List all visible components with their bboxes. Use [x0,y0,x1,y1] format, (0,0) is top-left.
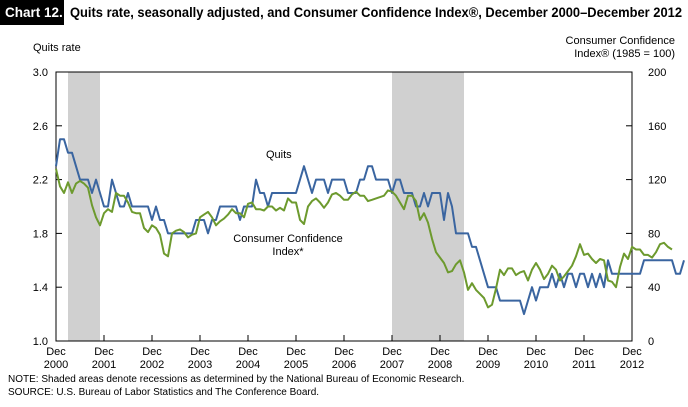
x-axis-tick-label-year: 2011 [572,359,596,371]
x-axis-tick-label-year: 2012 [620,359,644,371]
x-axis-tick-label-month: Dec [94,346,114,358]
chart-number-badge [0,0,64,25]
x-axis-tick-label-month: Dec [334,346,354,358]
right-axis-title-line-2: Index® (1985 = 100) [574,48,675,60]
x-axis-tick-label-month: Dec [142,346,162,358]
x-axis-tick-label-year: 2000 [44,359,68,371]
right-axis-tick-label: 160 [648,121,666,133]
x-axis-tick-label-month: Dec [478,346,498,358]
right-axis-tick-label: 120 [648,175,666,187]
x-axis-tick-label-year: 2009 [476,359,500,371]
left-axis-tick-label: 1.8 [33,228,48,240]
right-axis-tick-label: 200 [648,67,666,79]
right-axis-tick-label: 40 [648,282,660,294]
confidence-annotation-line-1: Consumer Confidence [233,233,342,245]
x-axis-tick-label-month: Dec [190,346,210,358]
right-axis-title-line-1: Consumer Confidence [566,35,675,47]
x-axis-tick-label-year: 2001 [92,359,116,371]
chart-title: Quits rate, seasonally adjusted, and Con… [70,5,682,20]
footnote-source: SOURCE: U.S. Bureau of Labor Statistics … [8,387,320,398]
left-axis-tick-label: 2.6 [33,121,48,133]
recession-shade [68,72,100,341]
right-axis-tick-label: 80 [648,228,660,240]
footnote-note: NOTE: Shaded areas denote recessions as … [8,374,465,385]
x-axis-tick-label-year: 2003 [188,359,212,371]
x-axis-tick-label-month: Dec [526,346,546,358]
left-axis-tick-label: 1.4 [33,282,48,294]
quits-annotation: Quits [266,149,292,161]
chart-number-label: Chart 12. [5,5,63,20]
plot-area: 1.01.41.82.22.63.004080120160200Dec2000D… [33,67,685,371]
x-axis-tick-label-year: 2004 [236,359,260,371]
quits-rate-line [55,138,685,316]
confidence-annotation-line-2: Index* [272,246,304,258]
x-axis-tick-label-year: 2006 [332,359,356,371]
x-axis-tick-label-year: 2005 [284,359,308,371]
x-axis-tick-label-month: Dec [382,346,402,358]
left-axis-tick-label: 3.0 [33,67,48,79]
x-axis-tick-label-year: 2008 [428,359,452,371]
left-axis-title: Quits rate [33,42,81,54]
left-axis-tick-label: 2.2 [33,175,48,187]
x-axis-tick-label-month: Dec [238,346,258,358]
x-axis-tick-label-month: Dec [622,346,642,358]
x-axis-tick-label-year: 2007 [380,359,404,371]
x-axis-tick-label-year: 2010 [524,359,548,371]
right-axis-tick-label: 0 [648,336,654,348]
x-axis-tick-label-month: Dec [574,346,594,358]
consumer-confidence-line [55,168,673,309]
x-axis-tick-label-month: Dec [46,346,66,358]
x-axis-tick-label-month: Dec [430,346,450,358]
left-axis-tick-label: 1.0 [33,336,48,348]
x-axis-tick-label-year: 2002 [140,359,164,371]
x-axis-tick-label-month: Dec [286,346,306,358]
